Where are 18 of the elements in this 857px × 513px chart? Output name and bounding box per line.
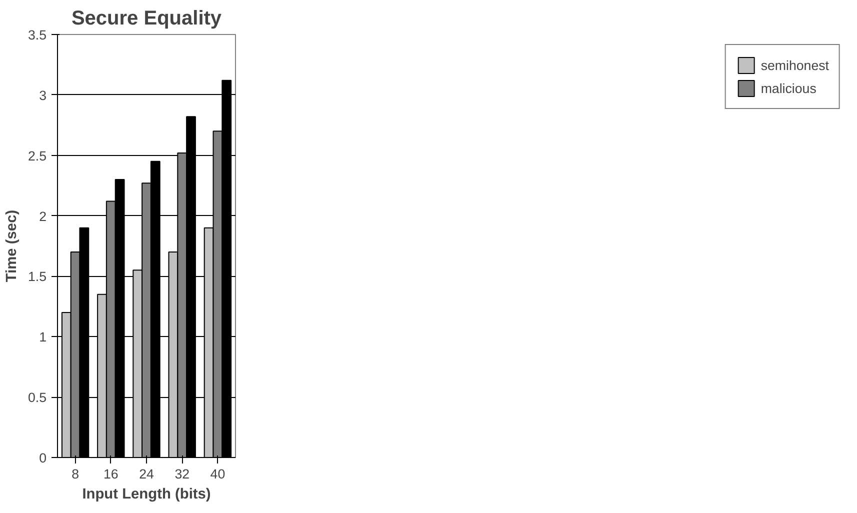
y-tick-label: 3: [39, 88, 47, 103]
legend-label: malicious: [760, 80, 816, 96]
y-axis-title: Time (sec): [4, 210, 20, 282]
x-tick-label: 32: [174, 466, 190, 482]
x-tick-label: 40: [210, 466, 226, 482]
y-tick-label: 2.5: [28, 148, 47, 164]
x-tick-label: 8: [72, 466, 80, 482]
y-tick-label: 1: [39, 330, 47, 345]
x-tick-label: 24: [139, 466, 154, 482]
x-axis-title: Input Length (bits): [82, 486, 211, 502]
y-tick-label: 0.5: [28, 390, 47, 406]
y-tick-label: 1.5: [28, 269, 47, 284]
y-tick-label: 2: [39, 208, 47, 224]
y-tick-label: 0: [39, 450, 47, 466]
x-tick-label: 16: [103, 466, 118, 482]
y-tick-label: 3.5: [28, 28, 47, 42]
chart-title: Secure Equality: [71, 8, 222, 30]
legend-label: semihonest: [760, 58, 829, 72]
